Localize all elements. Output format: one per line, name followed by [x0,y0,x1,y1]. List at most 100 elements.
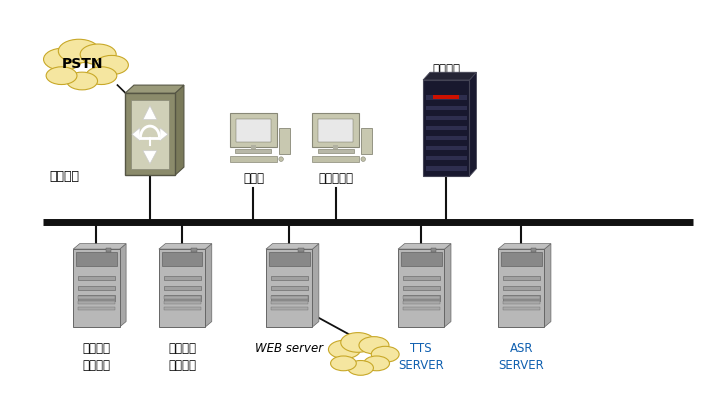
Bar [271,276,308,281]
Ellipse shape [361,157,366,162]
Bar [403,295,440,301]
Bar [266,249,313,327]
Bar [251,146,256,150]
Bar [74,249,120,327]
Polygon shape [175,86,184,176]
Text: 计费网关: 计费网关 [432,63,461,76]
Bar [503,295,540,301]
Bar [503,276,540,281]
Bar [231,113,276,147]
Bar [426,106,467,110]
Bar [501,253,542,267]
Polygon shape [143,106,157,120]
Circle shape [331,356,356,371]
Bar [271,307,308,310]
Bar [271,296,308,299]
Text: SERVER: SERVER [498,358,544,371]
Text: TTS: TTS [411,342,432,355]
Circle shape [341,333,375,353]
Polygon shape [498,244,551,249]
Bar [236,149,271,154]
Bar [333,146,338,150]
Bar [161,253,203,267]
Text: SERVER: SERVER [398,358,444,371]
Polygon shape [544,244,551,327]
Bar [426,126,467,131]
Bar [298,248,304,253]
Circle shape [86,67,117,85]
Bar [313,157,358,162]
Text: 维护台: 维护台 [243,171,264,184]
Polygon shape [313,244,319,327]
Bar [78,301,115,305]
Bar [164,295,201,301]
Bar [426,137,467,141]
Bar [426,96,467,101]
Bar [398,249,444,327]
Polygon shape [206,244,212,327]
Circle shape [359,337,389,354]
Bar [401,253,442,267]
Bar [361,128,372,155]
Bar [164,286,201,291]
Polygon shape [398,244,451,249]
Bar [164,307,201,310]
Bar [278,128,290,155]
Bar [503,307,540,310]
Bar [271,286,308,291]
Text: ASR: ASR [510,342,533,355]
Polygon shape [159,244,212,249]
Bar [164,276,201,281]
Circle shape [59,40,99,64]
Bar [271,295,308,301]
Circle shape [80,45,116,65]
Bar [271,301,308,305]
Text: 业务受理台: 业务受理台 [318,171,353,184]
Polygon shape [266,244,319,249]
Bar [78,295,115,301]
Bar [403,276,440,281]
Polygon shape [470,73,476,177]
Text: 处理模块: 处理模块 [82,358,111,371]
Text: 语音短信: 语音短信 [168,342,196,355]
Bar [313,113,358,147]
Bar [268,253,310,267]
Polygon shape [160,128,168,142]
Bar [236,119,271,143]
Circle shape [371,346,399,362]
Bar [426,167,467,171]
Polygon shape [444,244,451,327]
Bar [423,81,470,177]
Polygon shape [132,128,140,142]
Circle shape [46,67,77,85]
Polygon shape [143,151,157,164]
Bar [318,149,353,154]
Bar [164,301,201,305]
Bar [164,296,201,299]
Bar [503,301,540,305]
Polygon shape [423,73,476,81]
Circle shape [328,340,361,359]
Bar [106,248,111,253]
Bar [231,157,276,162]
Ellipse shape [279,157,283,162]
Bar [426,146,467,151]
Bar [318,119,353,143]
Circle shape [44,49,82,71]
Bar [403,307,440,310]
Bar [403,301,440,305]
Circle shape [66,73,98,91]
Circle shape [95,56,129,75]
Text: WEB server: WEB server [255,342,323,355]
Polygon shape [120,244,126,327]
Bar [403,286,440,291]
Bar [431,248,436,253]
Bar [503,286,540,291]
Bar [498,249,544,327]
Bar [78,286,115,291]
Bar [131,101,169,169]
Bar [403,296,440,299]
Bar [159,249,206,327]
Bar [78,307,115,310]
Bar [78,276,115,281]
